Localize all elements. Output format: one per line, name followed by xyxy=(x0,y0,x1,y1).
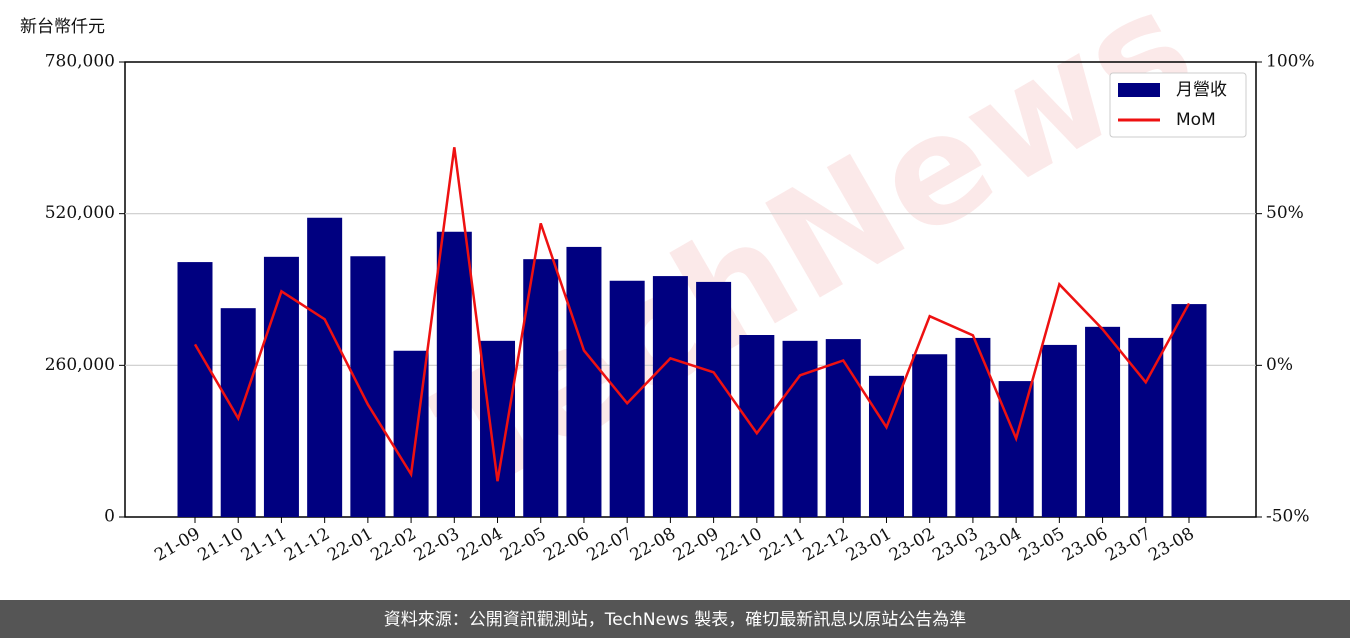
y2-tick-label: 0% xyxy=(1266,355,1293,375)
x-tick-label: 22-01 xyxy=(324,524,376,566)
y-tick-label: 260,000 xyxy=(45,355,115,375)
bar xyxy=(480,340,516,517)
bar xyxy=(307,217,343,517)
footer-bar xyxy=(0,600,1350,638)
y-tick-label: 0 xyxy=(104,507,115,527)
x-tick-label: 23-01 xyxy=(843,524,895,566)
x-tick-label: 22-09 xyxy=(670,524,722,566)
bar xyxy=(220,308,256,517)
x-tick-label: 22-08 xyxy=(627,524,679,566)
bar xyxy=(350,256,386,517)
bar xyxy=(652,276,688,517)
legend-label: 月營收 xyxy=(1176,80,1227,100)
y-axis-label: 新台幣仟元 xyxy=(20,17,105,37)
bar xyxy=(739,335,775,517)
bar xyxy=(825,339,861,517)
plot-frame xyxy=(124,61,1257,518)
bar xyxy=(1128,337,1164,517)
x-tick-label: 23-05 xyxy=(1016,524,1068,566)
x-tick-label: 23-03 xyxy=(929,524,981,566)
x-tick-label: 22-03 xyxy=(411,524,463,566)
x-tick-label: 21-10 xyxy=(195,524,247,566)
x-tick-label: 21-12 xyxy=(281,524,333,566)
bar xyxy=(609,280,645,517)
y-tick-label: 780,000 xyxy=(45,52,115,72)
x-tick-label: 23-06 xyxy=(1059,524,1111,566)
bar xyxy=(1041,344,1077,517)
bar xyxy=(696,281,732,517)
x-tick-label: 21-09 xyxy=(151,524,203,566)
x-tick-label: 21-11 xyxy=(238,524,290,566)
x-tick-label: 22-02 xyxy=(367,524,419,566)
bar xyxy=(1171,304,1207,517)
bar xyxy=(177,262,213,517)
x-tick-label: 22-05 xyxy=(497,524,549,566)
legend-label: MoM xyxy=(1176,110,1216,130)
x-tick-label: 22-12 xyxy=(800,524,852,566)
y-tick-label: 520,000 xyxy=(45,203,115,223)
bar xyxy=(566,246,602,517)
x-tick-label: 22-04 xyxy=(454,524,506,566)
x-tick-label: 22-07 xyxy=(583,524,635,566)
x-tick-label: 22-11 xyxy=(756,524,808,566)
y2-tick-label: -50% xyxy=(1266,507,1310,527)
bar xyxy=(436,231,472,517)
legend-swatch xyxy=(1118,83,1160,97)
x-tick-label: 23-02 xyxy=(886,524,938,566)
bar xyxy=(1085,326,1121,517)
bar xyxy=(523,259,559,517)
y2-tick-label: 50% xyxy=(1266,203,1304,223)
bar xyxy=(998,381,1034,517)
x-tick-label: 23-08 xyxy=(1145,524,1197,566)
bar xyxy=(782,340,818,517)
line xyxy=(193,147,1191,482)
bar xyxy=(955,337,991,517)
footer: 資料來源：公開資訊觀測站，TechNews 製表，確切最新訊息以原站公告為準 xyxy=(384,610,966,630)
x-tick-label: 23-04 xyxy=(972,524,1024,566)
bar xyxy=(912,354,948,517)
x-tick-label: 22-06 xyxy=(540,524,592,566)
x-tick-label: 23-07 xyxy=(1102,524,1154,566)
y2-tick-label: 100% xyxy=(1266,52,1315,72)
x-tick-label: 22-10 xyxy=(713,524,765,566)
bar xyxy=(263,256,299,517)
